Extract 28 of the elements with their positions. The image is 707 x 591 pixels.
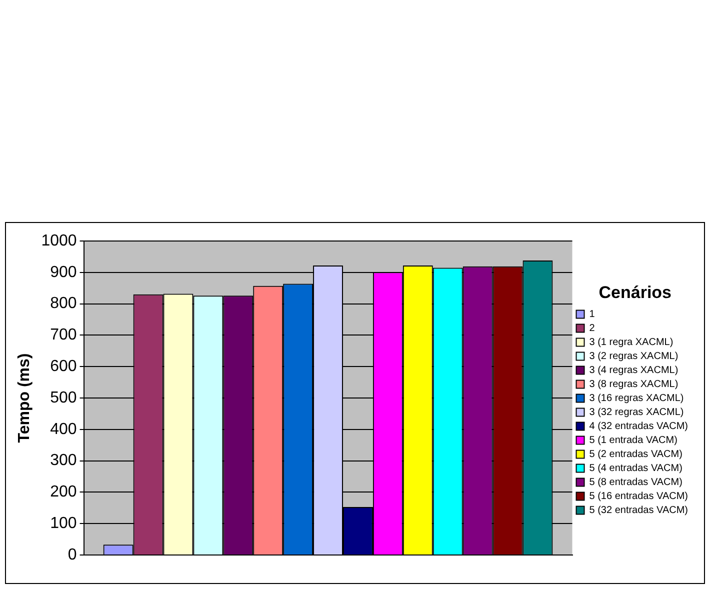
- legend-label: 3 (16 regras XACML): [589, 392, 684, 404]
- y-tick-label: 900: [50, 264, 77, 281]
- legend-label: 5 (32 entradas VACM): [589, 504, 688, 516]
- legend-label: 3 (1 regra XACML): [589, 336, 674, 348]
- y-tick-label: 700: [50, 326, 77, 344]
- legend-label: 3 (2 regras XACML): [589, 350, 678, 362]
- y-tick-label: 300: [50, 452, 77, 470]
- legend-label: 2: [589, 322, 596, 334]
- legend-label: 3 (32 regras XACML): [589, 406, 684, 418]
- legend-label: 5 (16 entradas VACM): [589, 490, 688, 502]
- legend-label: 4 (32 entradas VACM): [589, 420, 688, 432]
- legend-label: 5 (4 entradas VACM): [589, 462, 682, 474]
- legend-label: 1: [589, 308, 596, 320]
- legend-label: 5 (1 entrada VACM): [589, 434, 678, 446]
- y-tick-label: 600: [50, 358, 77, 376]
- y-tick-label: 500: [50, 389, 77, 406]
- legend-label: 3 (4 regras XACML): [589, 364, 678, 376]
- legend-label: 3 (8 regras XACML): [589, 378, 678, 390]
- y-tick-label: 0: [68, 546, 77, 564]
- legend-title: Cenários: [598, 282, 672, 302]
- y-axis-title: Tempo (ms): [16, 353, 34, 443]
- y-tick-label: 100: [50, 515, 77, 532]
- y-tick-label: 200: [50, 484, 77, 501]
- legend-label: 5 (2 entradas VACM): [589, 448, 682, 460]
- y-tick-label: 800: [50, 295, 77, 312]
- y-tick-label: 1000: [41, 232, 77, 250]
- legend-label: 5 (8 entradas VACM): [589, 476, 682, 488]
- y-tick-label: 400: [50, 420, 77, 438]
